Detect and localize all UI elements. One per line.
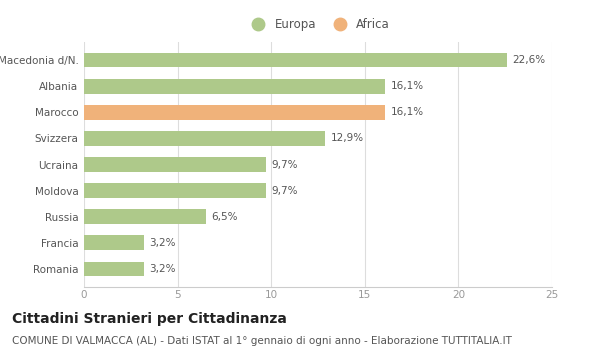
Text: 6,5%: 6,5% xyxy=(211,212,238,222)
Legend: Europa, Africa: Europa, Africa xyxy=(246,18,390,31)
Bar xyxy=(84,236,144,250)
Bar xyxy=(84,131,325,146)
Bar xyxy=(84,209,206,224)
Bar xyxy=(84,105,385,120)
Text: 3,2%: 3,2% xyxy=(149,238,176,248)
Text: 22,6%: 22,6% xyxy=(512,55,546,65)
Bar xyxy=(84,79,385,93)
Text: 12,9%: 12,9% xyxy=(331,133,364,143)
Text: 3,2%: 3,2% xyxy=(149,264,176,274)
Text: COMUNE DI VALMACCA (AL) - Dati ISTAT al 1° gennaio di ogni anno - Elaborazione T: COMUNE DI VALMACCA (AL) - Dati ISTAT al … xyxy=(12,336,512,346)
Text: 9,7%: 9,7% xyxy=(271,160,298,169)
Text: 16,1%: 16,1% xyxy=(391,81,424,91)
Text: 16,1%: 16,1% xyxy=(391,107,424,117)
Text: Cittadini Stranieri per Cittadinanza: Cittadini Stranieri per Cittadinanza xyxy=(12,312,287,326)
Bar xyxy=(84,183,266,198)
Text: 9,7%: 9,7% xyxy=(271,186,298,196)
Bar xyxy=(84,53,507,68)
Bar xyxy=(84,158,266,172)
Bar xyxy=(84,261,144,276)
